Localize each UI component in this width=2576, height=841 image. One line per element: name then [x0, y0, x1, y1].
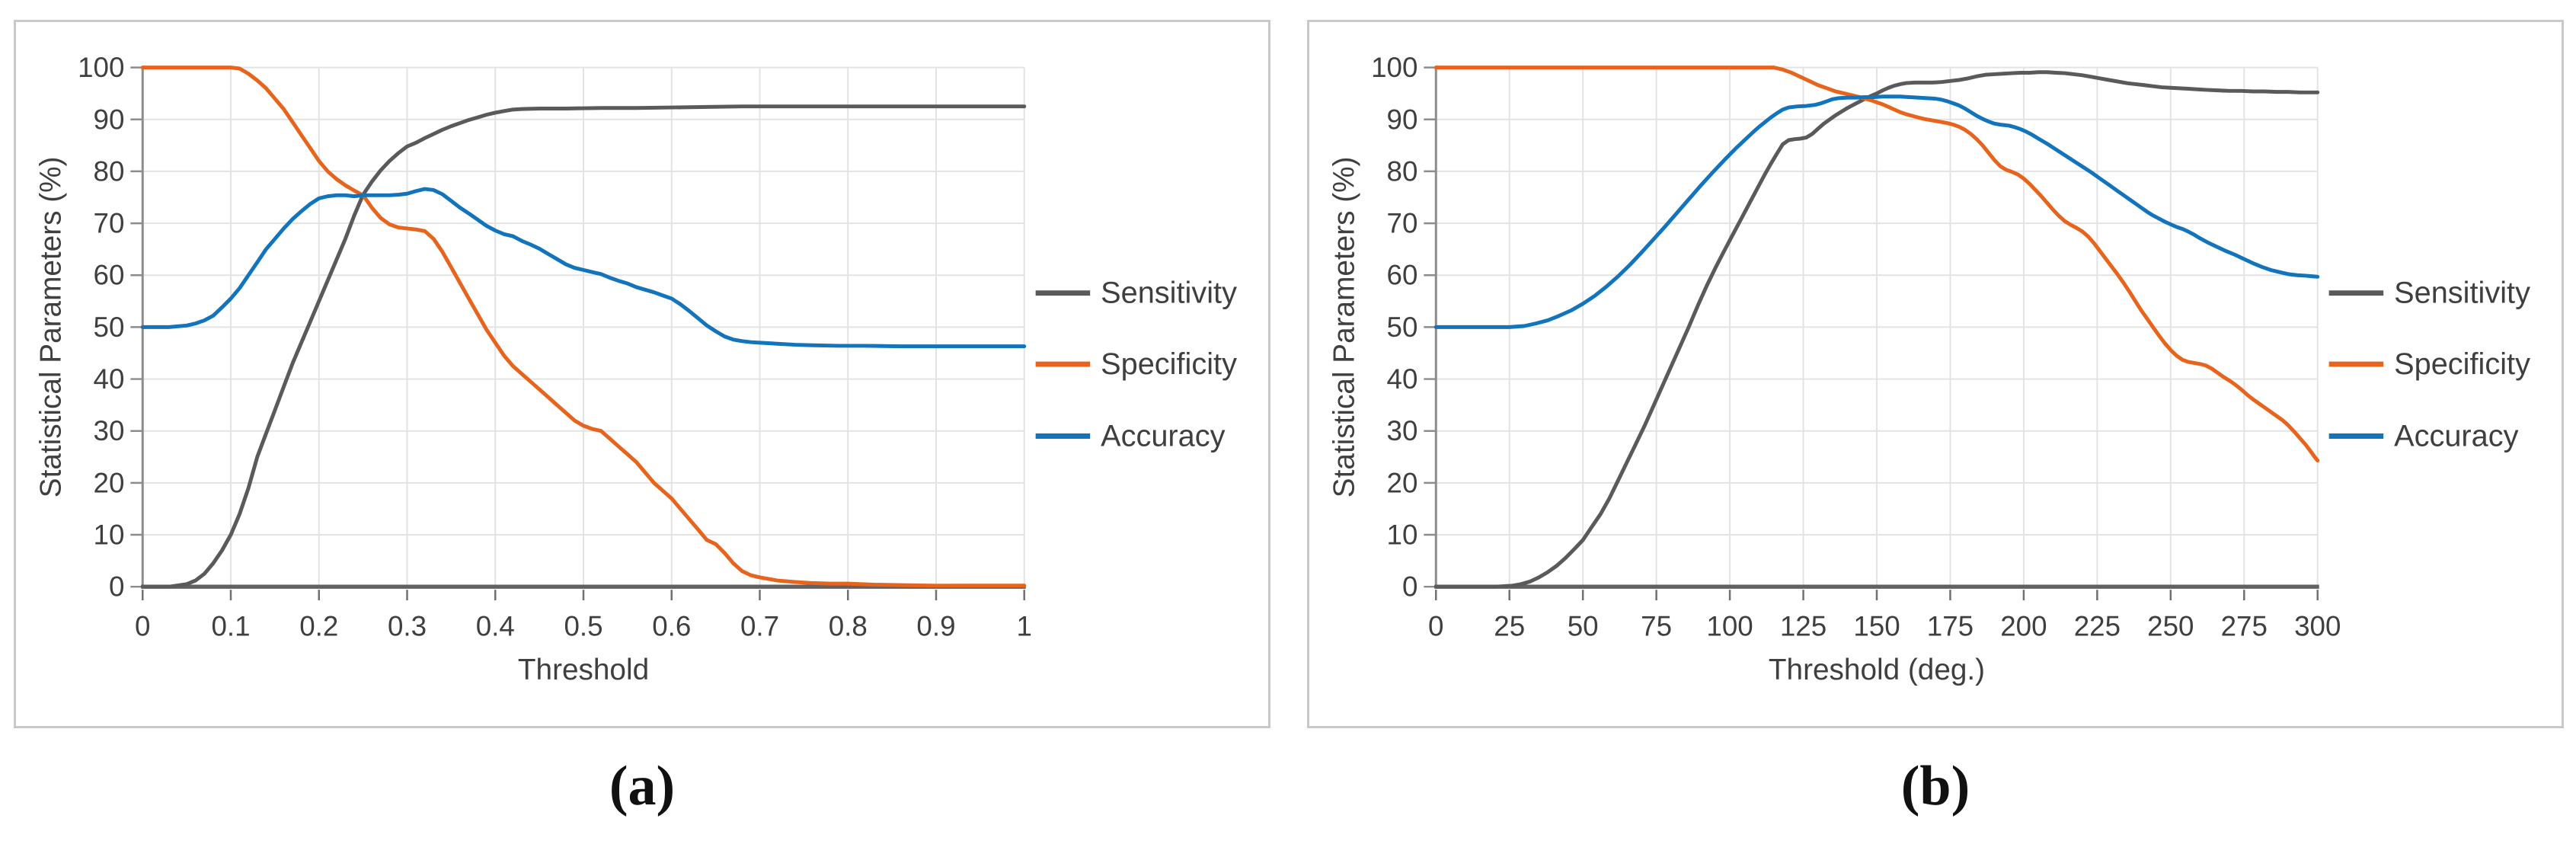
x-tick-label: 0: [1428, 610, 1443, 641]
y-tick-label: 20: [94, 467, 125, 498]
legend-label-accuracy: Accuracy: [1101, 419, 1226, 452]
x-tick-label: 0.3: [388, 610, 427, 641]
y-tick-label: 50: [1387, 312, 1418, 343]
x-tick-label: 100: [1706, 610, 1753, 641]
x-tick-label: 0.1: [211, 610, 250, 641]
x-tick-label: 0: [135, 610, 150, 641]
chart-panel-b: 0 10 20 30 40 50 60 70 80 90 100 0 25 50 75 100 125 150 17…: [1307, 20, 2564, 728]
x-tick-label: 125: [1780, 610, 1827, 641]
caption-a: (a): [609, 755, 676, 817]
y-tick-label: 30: [1387, 415, 1418, 446]
x-tick-label: 275: [2221, 610, 2268, 641]
y-tick-label: 30: [94, 415, 125, 446]
x-tick-label: 250: [2147, 610, 2194, 641]
x-tick-label: 0.7: [740, 610, 779, 641]
y-tick-label: 50: [94, 312, 125, 343]
y-tick-label: 40: [1387, 363, 1418, 395]
x-tick-label: 75: [1641, 610, 1672, 641]
x-tick-label: 25: [1494, 610, 1525, 641]
x-tick-label: 175: [1927, 610, 1974, 641]
series-line-specificity: [140, 66, 1027, 588]
x-tick-label: 1: [1017, 610, 1032, 641]
x-tick-label: 0.5: [564, 610, 602, 641]
y-axis-title: Statistical Parameters (%): [35, 157, 68, 498]
x-axis-title: Threshold (deg.): [1769, 654, 1985, 686]
caption-b: (b): [1900, 755, 1970, 817]
series-line-accuracy: [1433, 94, 2320, 329]
x-tick-label: 50: [1568, 610, 1599, 641]
x-tick-label: 200: [2000, 610, 2047, 641]
chart-panel-a: 0 10 20 30 40 50 60 70 80 90 100 0 0.1 0.2 0.3 0.4 0.5 0.…: [14, 20, 1270, 728]
legend-label-sensitivity: Sensitivity: [1101, 277, 1237, 310]
legend-label-sensitivity: Sensitivity: [2394, 277, 2530, 310]
y-tick-label: 10: [94, 520, 125, 551]
x-axis-title: Threshold: [518, 654, 649, 686]
series-line-accuracy: [140, 187, 1027, 349]
y-tick-label: 70: [94, 208, 125, 239]
y-axis-title: Statistical Parameters (%): [1328, 157, 1361, 498]
x-tick-label: 0.8: [829, 610, 868, 641]
y-tick-label: 90: [94, 104, 125, 135]
x-tick-label: 0.2: [299, 610, 338, 641]
x-tick-label: 300: [2294, 610, 2341, 641]
y-tick-label: 10: [1387, 520, 1418, 551]
y-tick-label: 100: [78, 52, 124, 83]
legend-label-specificity: Specificity: [1101, 347, 1237, 381]
legend-label-accuracy: Accuracy: [2394, 419, 2519, 452]
y-tick-label: 40: [94, 363, 125, 395]
x-tick-label: 150: [1853, 610, 1900, 641]
x-tick-label: 0.4: [476, 610, 515, 641]
y-tick-label: 70: [1387, 208, 1418, 239]
x-tick-label: 0.9: [916, 610, 955, 641]
y-tick-label: 80: [1387, 155, 1418, 187]
y-tick-label: 20: [1387, 467, 1418, 498]
y-tick-label: 80: [94, 155, 125, 187]
series-line-sensitivity: [140, 104, 1027, 589]
chart-a: 0 10 20 30 40 50 60 70 80 90 100 0 0.1 0.2 0.3 0.4 0.5 0.…: [35, 52, 1238, 686]
chart-b: 0 10 20 30 40 50 60 70 80 90 100 0 25 50 75 100 125 150 17…: [1328, 52, 2531, 686]
y-tick-label: 90: [1387, 104, 1418, 135]
x-tick-label: 0.6: [652, 610, 691, 641]
y-tick-label: 0: [109, 571, 124, 603]
y-tick-label: 60: [94, 260, 125, 291]
y-tick-label: 0: [1402, 571, 1417, 603]
x-tick-label: 225: [2074, 610, 2121, 641]
y-tick-label: 60: [1387, 260, 1418, 291]
legend-label-specificity: Specificity: [2394, 347, 2530, 381]
y-tick-label: 100: [1371, 52, 1417, 83]
